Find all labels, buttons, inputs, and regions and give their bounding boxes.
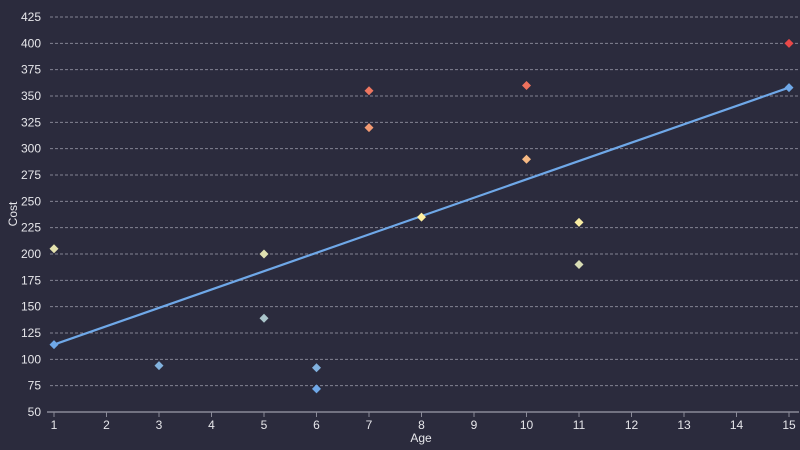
data-point-diamond	[522, 80, 531, 90]
y-tick-label: 425	[21, 10, 41, 24]
data-point-diamond	[259, 249, 269, 259]
data-point-diamond	[259, 313, 269, 323]
data-points	[49, 38, 794, 394]
trend-endpoint-marker	[49, 340, 59, 350]
x-tick-label: 1	[51, 418, 58, 432]
y-tick-label: 400	[21, 36, 41, 50]
x-tick-label: 11	[573, 418, 586, 432]
data-point-diamond	[49, 244, 59, 254]
y-tick-label: 350	[21, 89, 41, 103]
y-tick-label: 375	[21, 63, 41, 77]
data-point-diamond	[364, 86, 374, 96]
x-tick-label: 3	[156, 418, 163, 432]
data-point-diamond	[312, 384, 321, 394]
x-tick-label: 10	[520, 418, 534, 432]
trend-endpoint-marker	[784, 83, 794, 93]
data-point-diamond	[784, 38, 794, 48]
y-tick-label: 125	[21, 326, 41, 340]
x-tick-label: 2	[103, 418, 110, 432]
x-tick-label: 4	[208, 418, 215, 432]
x-tick-label: 7	[366, 418, 373, 432]
x-tick-label: 8	[418, 418, 425, 432]
data-point-diamond	[154, 361, 164, 371]
y-tick-label: 175	[21, 273, 41, 287]
y-tick-label: 200	[21, 247, 41, 261]
data-point-diamond	[417, 212, 426, 222]
y-tick-label: 250	[21, 194, 41, 208]
data-point-diamond	[364, 123, 374, 133]
x-axis-title: Age	[410, 431, 432, 445]
data-point-diamond	[574, 217, 584, 227]
x-tick-label: 6	[313, 418, 320, 432]
data-point-diamond	[312, 363, 321, 373]
x-tick-label: 12	[625, 418, 639, 432]
y-tick-label: 300	[21, 142, 41, 156]
y-tick-label: 100	[21, 352, 41, 366]
x-tick-label: 13	[677, 418, 691, 432]
x-tick-label: 15	[782, 418, 796, 432]
y-tick-label: 150	[21, 300, 41, 314]
y-axis: 50 75 100 125 150 175 200 225 250 275 300 325 350 375…	[21, 10, 41, 419]
gridlines	[50, 16, 799, 387]
y-tick-label: 325	[21, 115, 41, 129]
data-point-diamond	[574, 260, 584, 270]
x-tick-label: 14	[730, 418, 744, 432]
y-tick-label: 275	[21, 168, 41, 182]
x-tick-label: 5	[261, 418, 268, 432]
y-tick-label: 50	[28, 405, 42, 419]
x-tick-label: 9	[471, 418, 478, 432]
y-tick-label: 225	[21, 221, 41, 235]
x-axis: 1 2 3 4 5 6 7 8 9 10 11 12 13 14 15	[47, 411, 799, 432]
y-tick-label: 75	[28, 379, 42, 393]
y-axis-title: Cost	[6, 201, 20, 226]
data-point-diamond	[522, 154, 531, 164]
